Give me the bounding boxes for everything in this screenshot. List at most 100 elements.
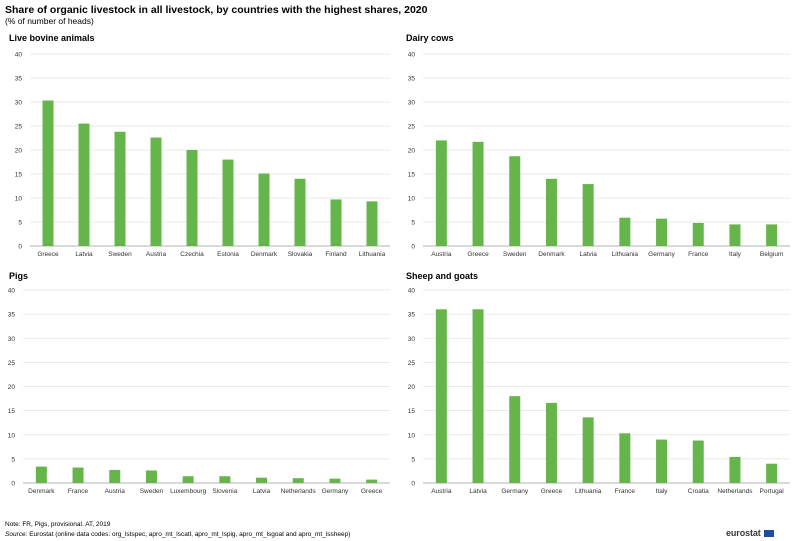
dairy-cows-category-label: Belgium [760,251,783,258]
live-bovine-category-label: Greece [37,251,59,258]
sheep-goats-bar-netherlands [729,456,741,483]
live-bovine-ytick-label: 30 [15,100,23,107]
sheep-goats-ytick-label: 35 [408,312,416,319]
dairy-cows-category-label: Sweden [503,251,527,258]
eu-flag-icon [763,529,774,537]
pigs-ytick-label: 15 [8,408,16,415]
live-bovine-category-label: Estonia [217,251,239,258]
live-bovine-category-label: Lithuania [359,251,386,258]
sheep-goats-bar-austria [435,309,447,483]
sheep-goats-category-label: Germany [501,488,528,495]
footer-note: Note: FR, Pigs, provisional. AT, 2019 [5,521,111,528]
pigs-category-label: Denmark [28,488,55,495]
pigs-bar-greece [366,479,378,483]
sheep-goats-category-label: Lithuania [575,488,602,495]
dairy-cows-bar-italy [729,224,741,246]
sheep-goats-category-label: Netherlands [717,488,753,495]
sheep-goats-ytick-label: 0 [411,481,415,488]
pigs-category-label: Latvia [253,488,271,495]
eurostat-logo: eurostat [726,528,774,538]
dairy-cows-category-label: Denmark [538,251,565,258]
sheep-goats-category-label: France [615,488,636,495]
live-bovine-category-label: Finland [325,251,347,258]
pigs-ytick-label: 30 [8,336,16,343]
dairy-cows-category-label: Italy [729,251,742,258]
pigs-ytick-label: 10 [8,432,16,439]
pigs-category-label: Netherlands [281,488,317,495]
live-bovine-ytick-label: 40 [15,52,23,59]
live-bovine-category-label: Czechia [180,251,204,258]
pigs-category-label: France [68,488,89,495]
dairy-cows-ytick-label: 40 [408,52,416,59]
sheep-goats-bar-portugal [766,463,778,483]
chart-title: Share of organic livestock in all livest… [5,4,428,16]
panel-title-live-bovine: Live bovine animals [9,33,95,43]
chart-pigs: 0 5 10 15 20 25 30 35 40 Denmark France Austria Swed… [8,288,390,495]
pigs-bar-denmark [35,466,47,483]
pigs-bar-sweden [145,470,157,483]
dairy-cows-bar-germany [656,218,668,246]
live-bovine-category-label: Sweden [108,251,132,258]
live-bovine-ytick-label: 20 [15,148,23,155]
live-bovine-bar-estonia [222,159,234,246]
chart-sheep-goats: 0 5 10 15 20 25 30 35 40 Austria Latvia Germany Gree… [408,288,790,495]
sheep-goats-ytick-label: 20 [408,384,416,391]
live-bovine-ytick-label: 5 [18,220,22,227]
sheep-goats-ytick-label: 30 [408,336,416,343]
pigs-category-label: Sweden [140,488,164,495]
logo-text: eurostat [726,528,761,538]
chart-subtitle: (% of number of heads) [5,16,94,26]
footer-source: Source: Eurostat (online data codes: org… [5,531,350,538]
panel-title-sheep-goats: Sheep and goats [406,271,479,281]
pigs-bar-luxembourg [182,476,194,483]
dairy-cows-bar-lithuania [619,217,631,246]
source-label: Source: [5,531,28,538]
sheep-goats-bar-latvia [472,309,484,483]
sheep-goats-ytick-label: 40 [408,288,416,295]
sheep-goats-category-label: Italy [656,488,669,495]
sheep-goats-bar-france [619,433,631,483]
dairy-cows-bar-latvia [582,184,594,246]
chart-live-bovine: 0 5 10 15 20 25 30 35 40 Greece Latvia Sweden Austri… [15,52,390,258]
dairy-cows-ytick-label: 15 [408,172,416,179]
dairy-cows-category-label: Latvia [579,251,597,258]
pigs-ytick-label: 40 [8,288,16,295]
dairy-cows-category-label: Lithuania [612,251,639,258]
dairy-cows-bar-austria [435,140,447,246]
sheep-goats-category-label: Greece [541,488,563,495]
pigs-bar-netherlands [292,478,304,483]
live-bovine-ytick-label: 35 [15,76,23,83]
pigs-ytick-label: 5 [11,456,15,463]
dairy-cows-ytick-label: 30 [408,100,416,107]
dairy-cows-category-label: Germany [648,251,675,258]
dairy-cows-bar-greece [472,141,484,246]
live-bovine-category-label: Austria [146,251,167,258]
live-bovine-bar-czechia [186,150,198,246]
dairy-cows-bar-france [692,222,704,246]
dairy-cows-category-label: Greece [467,251,489,258]
pigs-category-label: Greece [361,488,383,495]
live-bovine-bar-slovakia [294,178,306,246]
sheep-goats-ytick-label: 5 [411,456,415,463]
live-bovine-ytick-label: 15 [15,172,23,179]
pigs-bar-austria [109,469,121,483]
dairy-cows-ytick-label: 5 [411,220,415,227]
live-bovine-category-label: Slovakia [288,251,313,258]
sheep-goats-category-label: Austria [431,488,452,495]
live-bovine-ytick-label: 25 [15,124,23,131]
sheep-goats-ytick-label: 25 [408,360,416,367]
live-bovine-bar-latvia [78,123,90,246]
sheep-goats-category-label: Portugal [760,488,785,495]
pigs-ytick-label: 25 [8,360,16,367]
sheep-goats-category-label: Croatia [688,488,709,495]
dairy-cows-ytick-label: 10 [408,196,416,203]
dairy-cows-bar-belgium [766,224,778,246]
live-bovine-bar-denmark [258,173,270,246]
dairy-cows-ytick-label: 35 [408,76,416,83]
live-bovine-ytick-label: 10 [15,196,23,203]
pigs-bar-latvia [256,477,268,483]
dairy-cows-bar-sweden [509,156,521,246]
panel-title-dairy-cows: Dairy cows [406,33,454,43]
dairy-cows-category-label: Austria [431,251,452,258]
